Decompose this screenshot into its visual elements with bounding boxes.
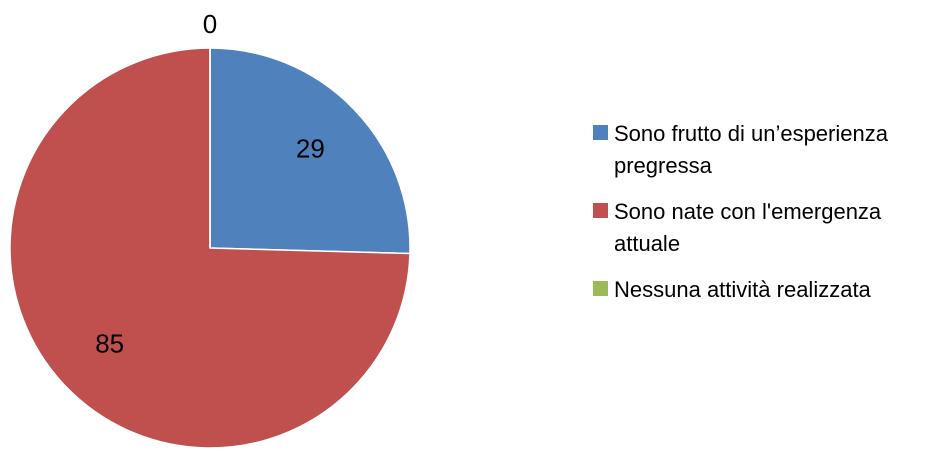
chart: 29 85 0: [9, 9, 411, 449]
legend-swatch: [593, 281, 608, 296]
legend-item: Sono frutto di un’esperienza pregressa: [593, 118, 904, 182]
legend: Sono frutto di un’esperienza pregressa So…: [593, 118, 904, 320]
pie-slice: [209, 47, 411, 255]
legend-label: Nessuna attività realizzata: [614, 277, 871, 302]
legend-swatch: [593, 203, 608, 218]
legend-swatch: [593, 125, 608, 140]
data-label: 85: [95, 328, 124, 358]
data-label: 0: [203, 9, 217, 39]
data-label: 29: [296, 133, 325, 163]
legend-item: Nessuna attività realizzata: [593, 274, 904, 306]
legend-label: Sono frutto di un’esperienza pregressa: [614, 121, 888, 178]
legend-label: Sono nate con l'emergenza attuale: [614, 199, 882, 256]
legend-item: Sono nate con l'emergenza attuale: [593, 196, 904, 260]
